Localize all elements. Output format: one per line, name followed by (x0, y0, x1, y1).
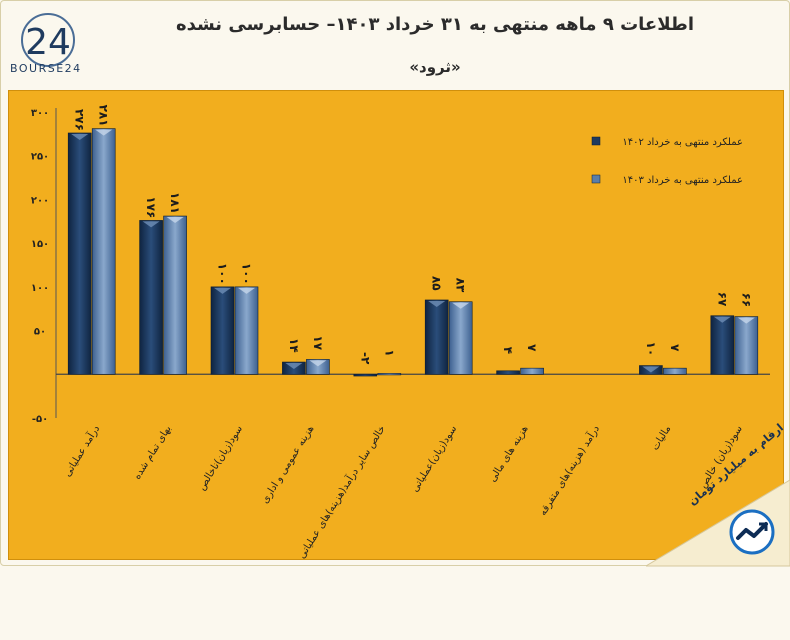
bar-cap (95, 129, 113, 136)
data-label: ۱۰ (644, 342, 658, 357)
bar-1402 (210, 286, 235, 375)
category-label: درآمد (هزینه)های متفرقه (536, 423, 602, 518)
data-label: ۱۰۰ (216, 263, 230, 285)
chart-subtitle: «ثرود» (409, 58, 461, 76)
data-label: ۸۳ (454, 278, 468, 293)
bar-cap (428, 300, 446, 307)
bar-cap (71, 133, 89, 140)
bar-1402 (353, 373, 378, 377)
category-label: بهای تمام شده (132, 424, 174, 482)
bar-1403 (663, 367, 687, 375)
bourse24-logo-icon: 24 (21, 13, 75, 67)
data-label: ۶۶ (739, 293, 753, 308)
category-label: هزینه های مالی (487, 424, 530, 484)
y-tick-label: ۵۰ (34, 327, 46, 338)
y-tick-label: ۱۵۰ (31, 239, 49, 250)
trend-chart-icon (729, 509, 775, 555)
bar-cap (142, 221, 160, 228)
y-tick-label: ۱۰۰ (31, 283, 49, 294)
category-label: هزینه عمومی و اداری (260, 424, 317, 506)
bar-cap (737, 317, 755, 324)
legend-label: عملکرد منتهی به خرداد ۱۴۰۲ (622, 137, 743, 148)
category-label: مالیات (650, 424, 674, 453)
y-tick-label: -۵۰ (32, 414, 48, 425)
data-label: ۱ (382, 349, 396, 356)
bar-chart: -۵۰ ۵۰ ۱۰۰ ۱۵۰ ۲۰۰ ۲۵۰ ۳۰۰ ۲۷۶ ۲۸۱ درآمد عملیاتی ۱… (31, 105, 770, 561)
bar-cap (214, 287, 231, 294)
data-label: -۲ (358, 352, 372, 365)
chart-title: اطلاعات ۹ ماهه منتهی به ۳۱ خرداد ۱۴۰۳– ح… (175, 14, 695, 35)
logo-text: BOURSE24 (10, 62, 82, 75)
legend-swatch (591, 174, 601, 184)
bar-1403 (306, 359, 330, 375)
bar-cap (285, 363, 303, 370)
data-label: ۷ (668, 344, 682, 352)
bar-cap (452, 302, 470, 309)
data-label: ۱۰۰ (240, 263, 254, 285)
legend-swatch (591, 136, 601, 146)
bar-cap (238, 287, 255, 294)
data-label: ۶۷ (715, 292, 729, 307)
bar-1402 (424, 299, 449, 375)
bar-1403 (163, 215, 187, 375)
bar-1403 (91, 128, 116, 375)
category-label: سود(زیان)ناخالص (196, 424, 245, 493)
bar-cap (642, 366, 660, 373)
bar-1403 (734, 316, 759, 375)
data-label: ۱۷۶ (144, 196, 158, 218)
data-label: ۱۸۱ (168, 192, 182, 214)
y-tick-label: ۳۰۰ (31, 108, 49, 119)
bar-1402 (496, 370, 520, 375)
category-label: خالص سایر درآمد(هزینه)های عملیاتی (295, 423, 388, 561)
bar-1402 (710, 315, 735, 375)
data-label: ۱۷ (311, 335, 325, 350)
units-badge (646, 480, 790, 567)
y-tick-label: ۲۰۰ (31, 195, 49, 206)
bar-1403 (448, 301, 473, 375)
bar-1402 (67, 132, 92, 375)
bar-1403 (520, 367, 544, 375)
category-label: سود(زیان)عملیاتی (410, 424, 460, 494)
bar-cap (713, 316, 731, 323)
bar-1403 (234, 286, 259, 375)
data-label: ۷ (525, 344, 539, 352)
chart-panel (8, 90, 784, 560)
y-tick-label: ۲۵۰ (31, 152, 49, 163)
data-label: ۴ (501, 347, 515, 354)
data-label: ۸۵ (430, 276, 444, 291)
bar-1402 (139, 220, 163, 375)
legend-label: عملکرد منتهی به خرداد ۱۴۰۳ (622, 175, 743, 186)
data-label: ۲۸۱ (97, 105, 111, 127)
data-label: ۲۷۶ (73, 109, 87, 131)
bar-cap (309, 360, 327, 367)
bar-1403 (377, 373, 402, 376)
bar-cap (166, 217, 184, 224)
category-label: درآمد عملیاتی (60, 423, 102, 479)
logo-number: 24 (25, 22, 71, 63)
data-label: ۱۴ (287, 338, 301, 353)
